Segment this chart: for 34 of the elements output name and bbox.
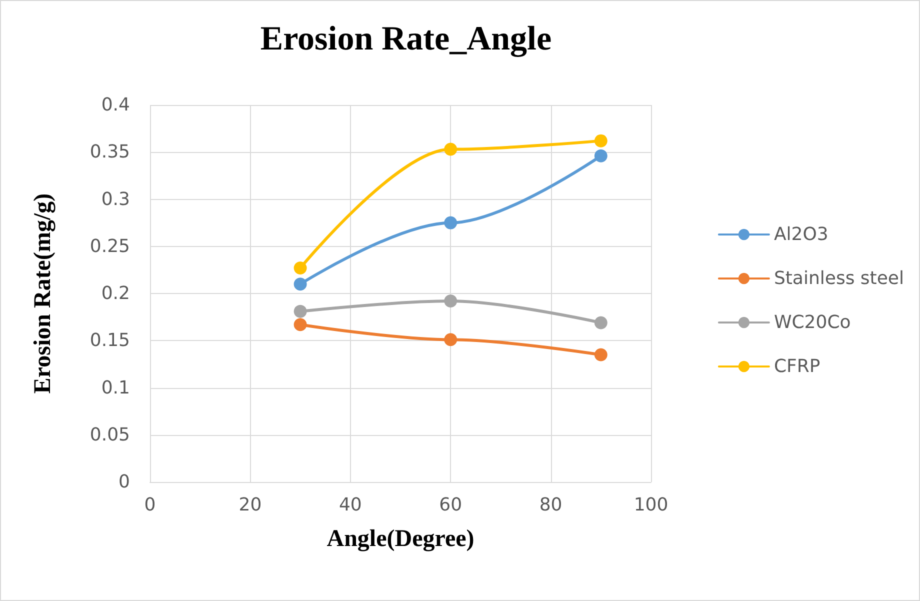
y-tick-label: 0.25 (90, 236, 130, 257)
point (594, 149, 608, 162)
point (444, 333, 458, 346)
y-tick-label: 0.3 (101, 188, 130, 210)
x-tick-label: 0 (144, 494, 156, 516)
point (594, 348, 608, 362)
point (444, 294, 458, 308)
y-axis-title: Erosion Rate(mg/g) (30, 193, 56, 394)
y-tick-label: 0.4 (101, 94, 130, 116)
y-tick-label: 0.1 (101, 377, 130, 398)
point (294, 304, 307, 318)
y-tick-label: 0 (118, 472, 130, 492)
x-tick-label: 60 (439, 494, 462, 516)
legend-label: Al2O3 (774, 224, 828, 245)
y-tick-label: 0.35 (90, 142, 130, 163)
point (294, 318, 307, 332)
legend-label: CFRP (774, 356, 820, 377)
legend-label: Stainless steel (774, 268, 904, 289)
x-tick-label: 80 (539, 494, 562, 516)
y-tick-label: 0.05 (90, 424, 130, 446)
point (444, 216, 458, 230)
point (294, 262, 307, 275)
point (594, 134, 608, 148)
x-tick-label: 100 (634, 494, 668, 516)
y-tick-label: 0.15 (90, 330, 130, 352)
point (594, 316, 608, 330)
x-tick-label: 40 (338, 494, 362, 516)
x-tick-label: 20 (238, 494, 262, 516)
legend-label: WC20Co (774, 312, 851, 333)
x-axis-title: Angle(Degree) (326, 526, 474, 552)
point (444, 142, 458, 156)
chart-title: Erosion Rate_Angle (260, 20, 552, 58)
y-tick-label: 0.2 (101, 283, 130, 304)
point (294, 278, 307, 291)
